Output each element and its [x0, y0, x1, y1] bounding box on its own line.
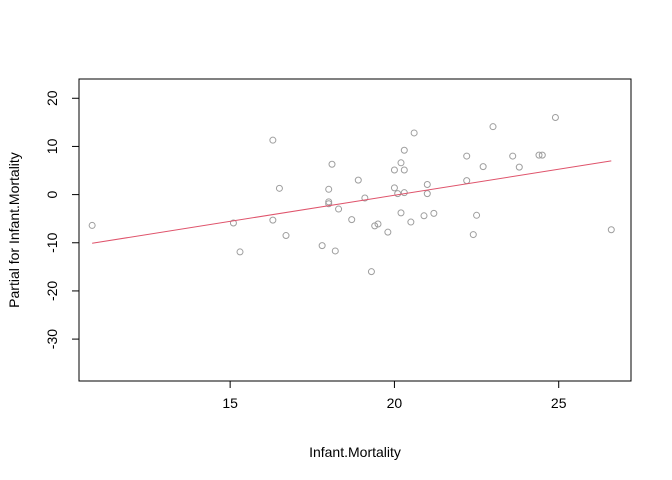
y-axis: -30 -20 -10 0 10 20	[44, 90, 80, 349]
data-point	[325, 185, 333, 193]
data-point	[390, 166, 398, 174]
data-point	[335, 205, 343, 213]
data-point	[397, 159, 405, 167]
data-point	[400, 189, 408, 197]
data-point	[489, 123, 497, 131]
data-point	[515, 163, 523, 171]
y-axis-label: Partial for Infant.Mortality	[6, 152, 22, 308]
data-point	[384, 228, 392, 236]
data-point	[354, 176, 362, 184]
data-point	[374, 220, 382, 228]
data-point	[607, 226, 615, 234]
data-point	[410, 129, 418, 137]
x-tick-label: 15	[222, 395, 238, 411]
data-point	[229, 219, 237, 227]
data-point	[269, 216, 277, 224]
data-point	[348, 216, 356, 224]
data-point	[400, 166, 408, 174]
x-tick-label: 20	[387, 395, 403, 411]
data-point	[420, 212, 428, 220]
y-tick-label: 10	[44, 138, 60, 154]
data-point	[479, 163, 487, 171]
fit-line-group	[92, 160, 612, 244]
data-point	[328, 160, 336, 168]
data-point	[282, 232, 290, 240]
data-point	[325, 200, 333, 208]
x-axis-label: Infant.Mortality	[309, 444, 401, 460]
data-point	[430, 209, 438, 217]
data-point	[551, 114, 559, 122]
data-point	[269, 136, 277, 144]
data-point	[423, 190, 431, 198]
x-tick-label: 25	[551, 395, 567, 411]
y-tick-label: -30	[44, 329, 60, 349]
data-point	[275, 184, 283, 192]
data-point	[361, 194, 369, 202]
data-point	[318, 242, 326, 250]
y-tick-label: 0	[44, 190, 60, 198]
data-point	[390, 184, 398, 192]
data-point	[236, 248, 244, 256]
data-point	[509, 152, 517, 160]
data-point	[331, 247, 339, 255]
y-tick-label: -20	[44, 281, 60, 301]
data-point	[463, 152, 471, 160]
data-point	[88, 221, 96, 229]
data-point	[407, 218, 415, 226]
y-tick-label: 20	[44, 90, 60, 106]
data-point	[538, 151, 546, 159]
data-point	[367, 268, 375, 276]
data-point	[325, 198, 333, 206]
fit-line	[92, 160, 612, 244]
data-point	[535, 151, 543, 159]
data-point	[394, 190, 402, 198]
data-point	[423, 180, 431, 188]
data-point	[473, 211, 481, 219]
x-axis: 15 20 25	[222, 380, 567, 411]
data-point	[469, 231, 477, 239]
data-point	[400, 146, 408, 154]
plot-frame	[78, 78, 632, 382]
data-point	[397, 209, 405, 217]
data-points	[88, 114, 615, 276]
data-point	[463, 177, 471, 185]
y-tick-label: -10	[44, 232, 60, 252]
